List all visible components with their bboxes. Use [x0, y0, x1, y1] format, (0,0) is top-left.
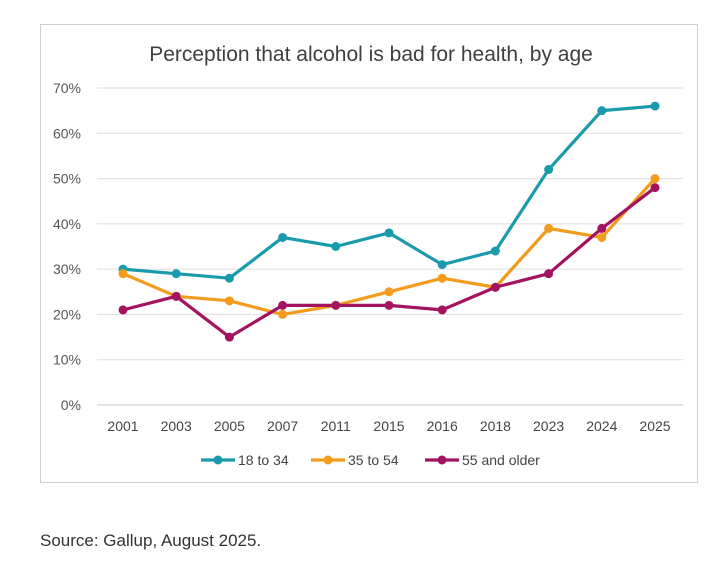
data-point [544, 223, 554, 233]
data-point [384, 300, 394, 310]
x-tick-label: 2005 [214, 418, 245, 434]
data-point [224, 296, 234, 306]
data-point [224, 332, 234, 342]
legend-swatch-marker [323, 455, 333, 465]
data-point [437, 273, 447, 283]
data-point [490, 282, 500, 292]
legend-label: 55 and older [462, 452, 540, 468]
x-tick-label: 2023 [533, 418, 564, 434]
x-tick-label: 2003 [161, 418, 192, 434]
data-point [384, 228, 394, 238]
data-point [544, 165, 554, 175]
data-point [224, 273, 234, 283]
source-note: Source: Gallup, August 2025. [40, 531, 262, 550]
x-tick-label: 2025 [639, 418, 670, 434]
x-tick-label: 2016 [427, 418, 458, 434]
data-point [278, 232, 288, 242]
legend-label: 18 to 34 [238, 452, 289, 468]
axis-labels: 0% 10% 20% 30% 40% 50% 60% 70% 2001 2003 2005 2007 2… [53, 80, 671, 434]
data-point [437, 260, 447, 270]
data-point [331, 300, 341, 310]
y-tick-label: 60% [53, 125, 81, 141]
data-point [171, 269, 181, 279]
data-point [278, 300, 288, 310]
data-point [118, 269, 128, 279]
data-point [278, 309, 288, 319]
x-tick-label: 2007 [267, 418, 298, 434]
x-tick-label: 2024 [586, 418, 617, 434]
chart-title: Perception that alcohol is bad for healt… [149, 43, 593, 66]
y-tick-label: 0% [61, 397, 81, 413]
series-0 [118, 101, 660, 283]
legend-swatch-marker [437, 455, 447, 465]
y-tick-label: 20% [53, 306, 81, 322]
data-point [544, 269, 554, 279]
x-tick-label: 2015 [373, 418, 404, 434]
data-point [171, 291, 181, 301]
x-tick-label: 2001 [107, 418, 138, 434]
y-tick-label: 50% [53, 171, 81, 187]
data-point [118, 305, 128, 315]
y-tick-label: 70% [53, 80, 81, 96]
legend-item: 55 and older [425, 452, 540, 468]
y-tick-label: 40% [53, 216, 81, 232]
data-point [597, 223, 607, 233]
x-tick-label: 2011 [321, 418, 351, 434]
legend-item: 35 to 54 [311, 452, 399, 468]
data-point [597, 232, 607, 242]
legend-swatch-marker [213, 455, 223, 465]
data-point [597, 106, 607, 116]
data-point [650, 101, 660, 111]
gridlines [97, 87, 683, 406]
data-point [490, 246, 500, 256]
data-point [437, 305, 447, 315]
x-tick-label: 2018 [480, 418, 511, 434]
data-point [331, 242, 341, 251]
data-point [650, 174, 660, 184]
y-tick-label: 30% [53, 261, 81, 277]
data-point [384, 287, 394, 297]
series-2 [118, 183, 660, 342]
legend-item: 18 to 34 [201, 452, 289, 468]
data-point [650, 183, 660, 193]
legend: 18 to 34 35 to 54 55 and older [201, 452, 540, 468]
line-chart: Perception that alcohol is bad for healt… [53, 43, 683, 468]
y-tick-label: 10% [53, 352, 81, 368]
legend-label: 35 to 54 [348, 452, 399, 468]
chart-container: Perception that alcohol is bad for healt… [40, 24, 698, 483]
series-lines [118, 101, 660, 342]
